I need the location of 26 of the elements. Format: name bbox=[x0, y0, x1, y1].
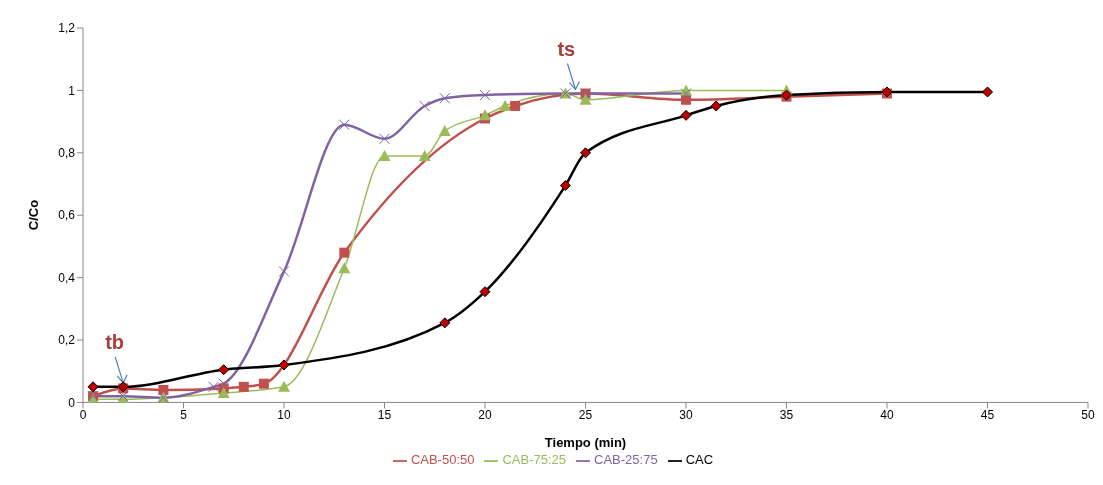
legend-label: CAB-75:25 bbox=[502, 452, 567, 468]
y-tick-label: 0 bbox=[68, 395, 76, 410]
legend-label: CAB-25:75 bbox=[594, 452, 658, 468]
x-tick-label: 30 bbox=[679, 407, 693, 422]
legend-label: CAB-50:50 bbox=[410, 452, 475, 468]
y-tick-label: 1 bbox=[68, 83, 76, 98]
x-tick-label: 25 bbox=[578, 407, 593, 422]
annotation: tb bbox=[105, 330, 125, 353]
x-tick-label: 0 bbox=[79, 407, 87, 422]
x-tick-label: 45 bbox=[980, 407, 995, 422]
y-axis-title: C/Co bbox=[25, 199, 41, 231]
x-tick-label: 15 bbox=[377, 407, 392, 422]
x-tick-label: 10 bbox=[277, 407, 291, 422]
annotation: ts bbox=[557, 37, 576, 60]
y-tick-label: 0,8 bbox=[58, 146, 76, 161]
legend-label: CAC bbox=[685, 452, 714, 468]
x-tick-label: 40 bbox=[880, 407, 894, 422]
x-tick-label: 50 bbox=[1081, 407, 1095, 422]
y-tick-label: 1,2 bbox=[58, 21, 76, 36]
x-tick-label: 20 bbox=[478, 407, 492, 422]
y-tick-label: 0,4 bbox=[58, 270, 76, 285]
x-axis-title: Tiempo (min) bbox=[544, 435, 627, 451]
x-tick-label: 35 bbox=[779, 407, 794, 422]
x-tick-label: 5 bbox=[180, 407, 188, 422]
y-tick-label: 0,6 bbox=[58, 208, 76, 223]
y-tick-label: 0,2 bbox=[58, 333, 76, 348]
